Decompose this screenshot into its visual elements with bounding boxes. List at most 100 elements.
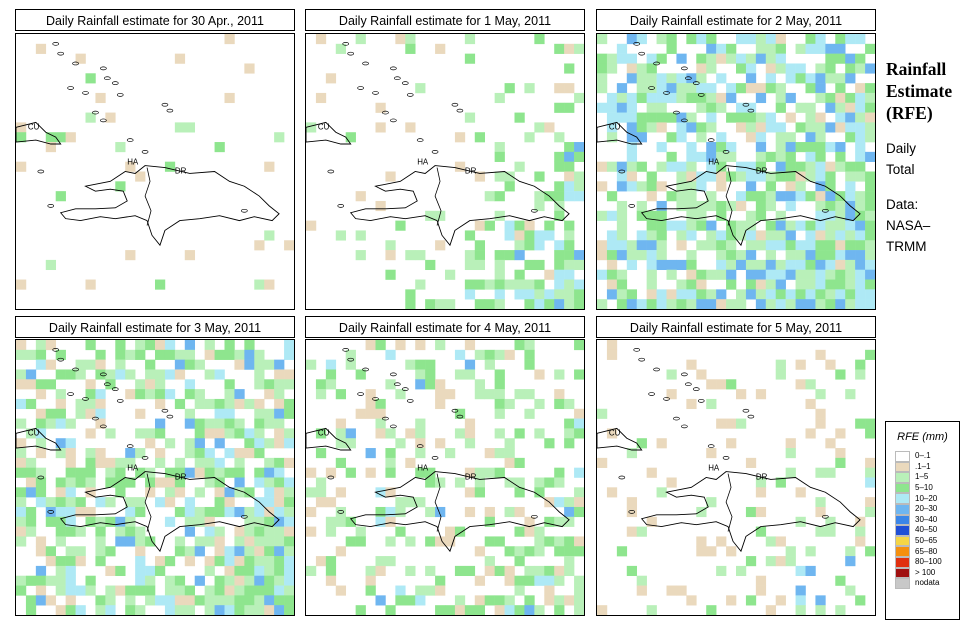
- rainfall-cell: [534, 536, 545, 547]
- rainfall-cell: [534, 605, 545, 615]
- legend-item: 1–5: [895, 472, 959, 483]
- rainfall-cell: [35, 546, 47, 557]
- rainfall-cell: [564, 289, 575, 300]
- rainfall-cell: [325, 359, 337, 370]
- rainfall-cell: [284, 595, 294, 606]
- rainfall-cell: [805, 142, 816, 153]
- rainfall-cell: [606, 112, 618, 123]
- rainfall-cell: [646, 250, 657, 261]
- rainfall-cell: [574, 595, 584, 606]
- rainfall-cell: [145, 369, 156, 380]
- rainfall-cell: [325, 516, 337, 527]
- rainfall-cell: [626, 63, 638, 74]
- rainfall-cell: [55, 389, 66, 400]
- rainfall-cell: [55, 418, 66, 429]
- rainfall-cell: [65, 585, 76, 596]
- rainfall-cell: [55, 516, 66, 527]
- rainfall-cell: [284, 240, 294, 251]
- rainfall-cell: [264, 516, 275, 527]
- rainfall-cell: [224, 34, 235, 45]
- rainfall-cell: [636, 112, 647, 123]
- rainfall-cell: [686, 191, 697, 202]
- rainfall-cell: [145, 379, 156, 390]
- rainfall-cell: [504, 181, 515, 192]
- rainfall-cell: [706, 151, 717, 162]
- rainfall-cell: [115, 565, 126, 577]
- rainfall-cell: [55, 349, 66, 360]
- rainfall-cell: [454, 526, 466, 537]
- rainfall-cell: [445, 269, 456, 280]
- rainfall-cell: [865, 171, 875, 182]
- rainfall-cell: [524, 299, 535, 309]
- rainfall-cell: [696, 63, 707, 74]
- rainfall-cell: [164, 516, 176, 527]
- rainfall-cell: [785, 448, 796, 459]
- rainfall-cell: [435, 575, 446, 586]
- rainfall-cell: [534, 34, 545, 45]
- rainfall-cell: [45, 546, 57, 557]
- small-island: [685, 382, 692, 387]
- rainfall-cell: [474, 389, 486, 400]
- rainfall-cell: [145, 575, 156, 586]
- rainfall-cell: [726, 43, 737, 54]
- rainfall-cell: [115, 516, 126, 527]
- rainfall-cell: [65, 467, 76, 478]
- rainfall-cell: [855, 83, 866, 94]
- rainfall-cell: [445, 526, 456, 537]
- rainfall-cell: [775, 151, 786, 162]
- rainfall-cell: [16, 497, 27, 508]
- legend-item: 0–.1: [895, 451, 959, 462]
- haiti-dr-border: [434, 167, 442, 226]
- rainfall-cell: [85, 467, 96, 478]
- rainfall-cell: [736, 289, 747, 300]
- rainfall-cell: [435, 585, 446, 596]
- rainfall-cell: [174, 359, 186, 370]
- rainfall-cell: [736, 83, 747, 94]
- rainfall-cell: [765, 289, 777, 300]
- rainfall-cell: [775, 369, 786, 380]
- rainfall-cell: [365, 398, 376, 410]
- small-island: [628, 204, 636, 208]
- haiti-dr-border: [725, 473, 733, 532]
- rainfall-cell: [626, 448, 638, 459]
- rainfall-cell: [214, 526, 225, 537]
- rainfall-cell: [835, 151, 846, 162]
- legend-swatch: [895, 567, 910, 579]
- rainfall-cell: [564, 556, 575, 567]
- legend-item: > 100: [895, 567, 959, 579]
- rainfall-cell: [284, 516, 294, 527]
- rainfall-cell: [464, 259, 476, 271]
- rainfall-cell: [564, 299, 575, 309]
- rainfall-cell: [115, 340, 126, 351]
- rainfall-cell: [135, 497, 146, 508]
- rainfall-cell: [855, 418, 866, 429]
- rainfall-cell: [115, 181, 126, 192]
- rainfall-cell: [45, 142, 57, 153]
- rainfall-cell: [564, 269, 575, 280]
- rainfall-cell: [435, 340, 446, 351]
- rainfall-cell: [785, 269, 796, 280]
- rainfall-cell: [626, 34, 638, 45]
- rainfall-cell: [574, 497, 584, 508]
- rainfall-cell: [795, 250, 806, 261]
- rainfall-cell: [274, 398, 285, 410]
- rainfall-cell: [636, 200, 647, 212]
- rainfall-cell: [656, 102, 667, 113]
- rainfall-cell: [534, 299, 545, 309]
- rainfall-cell: [504, 349, 515, 360]
- rainfall-cell: [254, 438, 265, 449]
- rainfall-cell: [626, 181, 638, 192]
- rainfall-cell: [815, 210, 826, 221]
- rainfall-cell: [174, 575, 186, 586]
- rainfall-cell: [765, 250, 777, 261]
- rainfall-cell: [716, 73, 727, 84]
- rainfall-cell: [504, 250, 515, 261]
- small-island: [653, 61, 660, 66]
- rainfall-cell: [835, 122, 846, 133]
- rainfall-cell: [274, 556, 285, 567]
- map-label-cu: CU: [609, 428, 621, 437]
- rainfall-cell: [554, 575, 565, 586]
- rainfall-cell: [765, 83, 777, 94]
- rainfall-cell: [574, 299, 584, 309]
- rainfall-cell: [706, 269, 717, 280]
